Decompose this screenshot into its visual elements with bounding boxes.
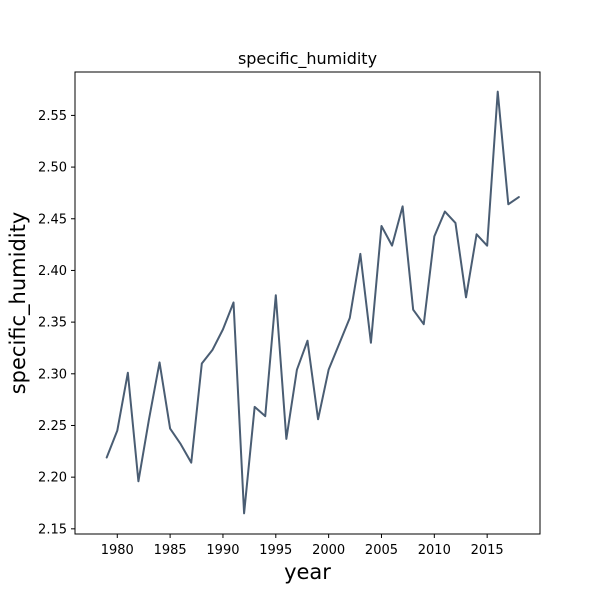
y-tick-label: 2.25 [38,419,67,434]
x-tick-label: 2000 [312,543,345,558]
y-tick-label: 2.45 [38,212,67,227]
y-tick-label: 2.30 [38,367,67,382]
x-tick-label: 2015 [471,543,504,558]
y-axis: 2.15 2.20 2.25 2.30 2.35 2.40 2.45 2.50 2.55 [38,109,75,537]
plot-content [105,90,520,515]
x-axis-label: year [284,560,331,584]
x-tick-label: 2010 [418,543,451,558]
y-tick-label: 2.55 [38,109,67,124]
plot-area-frame [74,71,541,535]
y-tick-label: 2.35 [38,316,67,331]
y-tick-label: 2.40 [38,264,67,279]
x-tick-label: 1980 [101,543,134,558]
chart-title: specific_humidity [238,49,377,69]
x-tick-label: 1985 [154,543,187,558]
x-tick-label: 1990 [206,543,239,558]
y-tick-label: 2.20 [38,471,67,486]
y-axis-label: specific_humidity [6,212,31,395]
x-tick-label: 2005 [365,543,398,558]
y-tick-label: 2.50 [38,161,67,176]
series-line [105,90,520,515]
x-tick-label: 1995 [259,543,292,558]
y-tick-label: 2.15 [38,522,67,537]
x-axis: 1980 1985 1990 1995 2000 2005 2010 2015 [101,534,504,558]
